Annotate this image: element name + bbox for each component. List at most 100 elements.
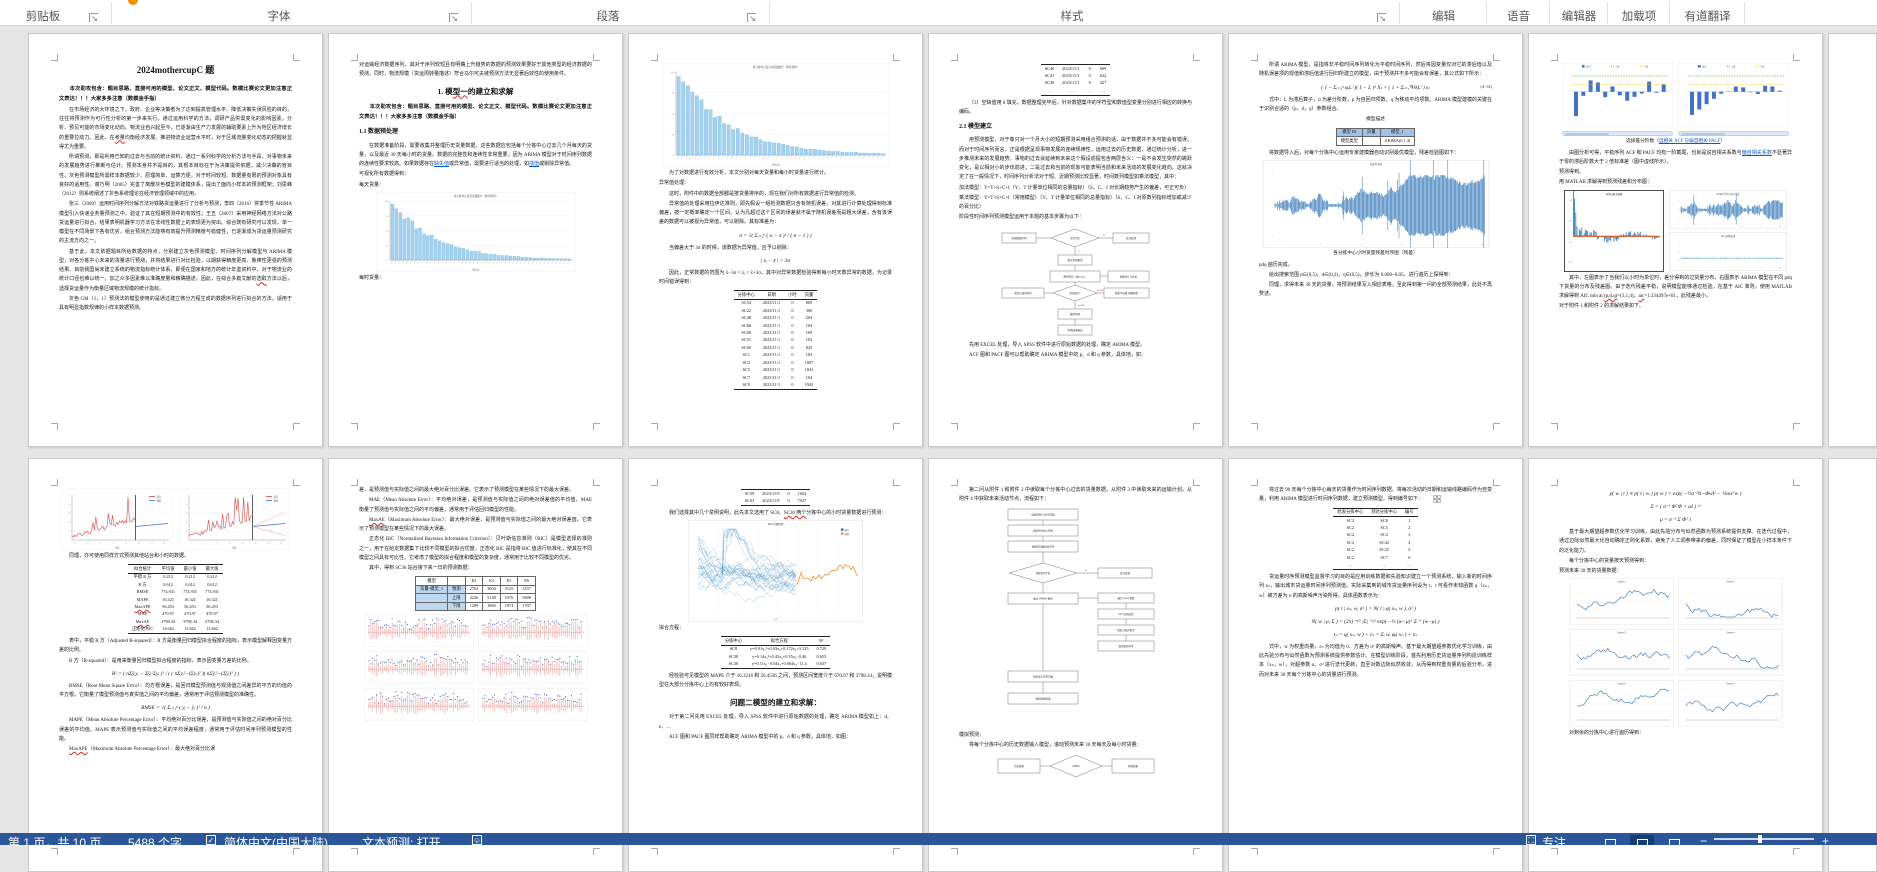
svg-text:2: 2	[1570, 77, 1571, 79]
dialog-launcher-button[interactable]: ↘	[89, 13, 98, 22]
dialog-launcher-button[interactable]: ↘	[1377, 13, 1386, 22]
body-paragraph: 张三（2009）运用时间序列分解方法对铁路货运量进行了分析与预测；李四（2016…	[59, 200, 292, 246]
text-run: 分拣中心的小时货量数据进行预测：	[806, 511, 886, 516]
svg-text:模型识别（选p,d,q）: 模型识别（选p,d,q）	[1063, 274, 1086, 278]
page-text-area[interactable]: •2024mothercupC 题本次助攻包含：题目思路、直接可用的模型、论文正…	[59, 61, 292, 424]
chart-scrollbar[interactable]	[1678, 131, 1789, 136]
page-text-area[interactable]: 第二问从附件 1 和附件 2 中读取每个分拣中心过去的货量数据，从附件 3 中读…	[959, 486, 1192, 849]
body-paragraph: RMSE（Root Mean Square Error）：均方根误差，是回归模型…	[59, 682, 292, 701]
crop-mark	[1793, 479, 1800, 486]
document-page[interactable]: 将过去 90 天每个分拣中心每天的货量作为时间序列数据，将每次活动的日期和运输线…	[1228, 458, 1523, 872]
dialog-launcher-button[interactable]: ↘	[747, 13, 756, 22]
crop-mark	[293, 423, 300, 430]
document-page[interactable]: 对运输经济数据序列，其对于序列较短且有明确上升趋势的数据的预测效果要好于其他类型…	[328, 33, 623, 447]
word-count-status[interactable]: 5488 个字	[128, 834, 182, 845]
web-layout-button[interactable]	[1662, 835, 1686, 845]
svg-text:AIC 准则选优: AIC 准则选优	[1118, 612, 1133, 616]
document-page-partial[interactable]	[1828, 458, 1877, 872]
dialog-launcher-button[interactable]: ↘	[449, 13, 458, 22]
mini-line-chart: Series 6	[1678, 680, 1783, 727]
text-run: 问题二模型的建立和求解：	[730, 698, 821, 707]
text-run: p( t | xₙ, w, σ² ) = N( t | q( xₙ, w ), …	[1335, 606, 1416, 612]
focus-icon[interactable]: ⛶	[1526, 835, 1536, 845]
mini-line-chart: Series 5	[1569, 680, 1674, 727]
page-text-area[interactable]: p( w | t ) ∝ p( t | w ) p( w ) = exp( −½…	[1559, 486, 1792, 849]
zoom-slider[interactable]	[1714, 838, 1814, 840]
crop-mark	[951, 848, 958, 855]
ribbon-group-有道翻译: 有道翻译	[1670, 0, 1745, 26]
document-page[interactable]: 第二问从附件 1 和附件 2 中读取每个分拣中心过去的货量数据，从附件 3 中读…	[928, 458, 1223, 872]
section-heading: 问题二模型的建立和求解：	[659, 698, 892, 708]
figure: SC8 货量预测实际预测小时	[659, 520, 892, 622]
svg-text:预测结果输出: 预测结果输出	[1067, 328, 1083, 332]
move-handle-icon[interactable]	[1423, 495, 1441, 503]
text-run: 这时，附件中的数据全部都是按货量排序的，现在我们对所有数据进行异常值的检测。	[669, 192, 859, 197]
crop-mark	[1551, 848, 1558, 855]
chart-scrollbar[interactable]	[1562, 131, 1673, 136]
text-run: 预测得到。	[1559, 170, 1584, 175]
document-page[interactable]: 差，是预测值与实际值之间的最大绝对百分比误差。它表示了预测模型在某些情况下的最大…	[328, 458, 623, 872]
svg-text:6k: 6k	[186, 513, 188, 515]
document-page-partial[interactable]	[1828, 33, 1877, 447]
chart-scrollbar-thumb[interactable]	[1565, 133, 1609, 136]
svg-text:差分处理: 差分处理	[1125, 236, 1136, 240]
document-canvas[interactable]: •2024mothercupC 题本次助攻包含：题目思路、直接可用的模型、论文正…	[0, 26, 1877, 833]
zoom-slider-thumb[interactable]	[1758, 835, 1762, 843]
document-page[interactable]: p( w | t ) ∝ p( t | w ) p( w ) = exp( −½…	[1528, 458, 1823, 872]
hyperlink-text[interactable]: 自相关 ACF 与偏自相关 PACF	[1659, 139, 1720, 144]
document-page[interactable]: 所谓 ARIMA 模型，是指将非平稳时间序列转化为平稳时间序列，然后将因变量仅对…	[1228, 33, 1523, 447]
text-prediction-status[interactable]: 文本预测: 打开	[362, 834, 441, 845]
accessibility-icon[interactable]: ☺	[472, 835, 482, 845]
ribbon-group-样式: 样式↘	[770, 0, 1400, 26]
svg-text:差分处理: 差分处理	[1119, 571, 1130, 575]
crop-mark	[893, 479, 900, 486]
svg-text:0: 0	[1570, 91, 1571, 93]
proofing-icon[interactable]: ✓	[206, 835, 216, 845]
page-number-status[interactable]: 第 1 页，共 10 页	[8, 834, 101, 845]
body-paragraph: 基于最大期望超参数优化学习训练，由此先验分布与似然函数为预测系统提供支撑。在迭代…	[1559, 528, 1792, 556]
text-run: 由图分析可得，平稳序列 ACF 和 PACF 均有一阶截尾，也就是说自相关系数与	[1569, 151, 1742, 156]
hyperlink-text[interactable]: 偏自相关系数	[1742, 151, 1772, 156]
text-run: 阶段性时间序列预测模型运用于本题的基本步骤为以下：	[959, 215, 1084, 220]
language-status[interactable]: 简体中文(中国大陆)	[224, 834, 328, 845]
read-mode-button[interactable]	[1598, 835, 1622, 845]
body-line: 每时货量：	[359, 274, 592, 283]
crop-mark	[593, 54, 600, 61]
hyperlink-text[interactable]: 缺失值	[434, 162, 449, 167]
text-run: MAE（Mean Absolute Error）：平均绝对误差，是预测值与实际值…	[359, 498, 592, 512]
crop-mark	[1193, 423, 1200, 430]
document-page[interactable]: •2024mothercupC 题本次助攻包含：题目思路、直接可用的模型、论文正…	[28, 33, 323, 447]
focus-button[interactable]: 专注	[1542, 834, 1566, 845]
svg-text:6: 6	[1742, 267, 1743, 269]
document-title: •2024mothercupC 题	[59, 65, 292, 77]
chart-scrollbar-thumb[interactable]	[1681, 133, 1725, 136]
hyperlink-text[interactable]: 插值	[529, 162, 539, 167]
page-text-area[interactable]: 对运输经济数据序列，其对于序列较短且有明确上升趋势的数据的预测效果要好于其他类型…	[359, 61, 592, 424]
page-text-area[interactable]: 差，是预测值与实际值之间的最大绝对百分比误差。它表示了预测模型在某些情况下的最大…	[359, 486, 592, 849]
section-heading: •1. 模型一的建立和求解	[359, 87, 592, 97]
text-run: 式中：L 为滞后算子，d 为差分阶数，p 为自回归项数，q 为移动平均项数。AR…	[1259, 98, 1492, 112]
body-paragraph: MAPE（Mean Absolute Percentage Error）：平均绝…	[59, 716, 292, 744]
page-text-area[interactable]: 将过去 90 天每个分拣中心每天的货量作为时间序列数据，将每次活动的日期和运输线…	[1259, 486, 1492, 849]
svg-text:Series 4: Series 4	[1726, 632, 1735, 635]
print-layout-button[interactable]	[1630, 835, 1654, 845]
body-line: 每天货量：	[359, 181, 592, 190]
text-run: 同理，亦可使用同样方式预测其他站台和小时的数据。	[69, 554, 189, 559]
zoom-in-button[interactable]: +	[1822, 834, 1829, 845]
page-text-area[interactable]: 所谓 ARIMA 模型，是指将非平稳时间序列转化为平稳时间序列，然后将因变量仅对…	[1259, 61, 1492, 424]
zoom-out-button[interactable]: −	[1700, 834, 1707, 845]
ribbon-group-label: 样式	[770, 8, 1374, 24]
text-run: MAPE（Mean Absolute Percentage Error）：平均绝…	[59, 718, 292, 742]
